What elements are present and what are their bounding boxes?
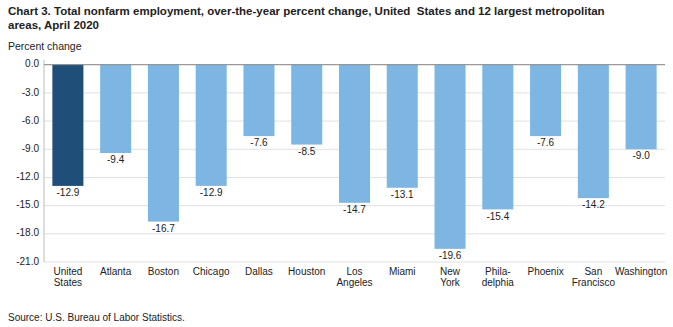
bar: [626, 65, 657, 150]
y-ticks: 0.0 -3.0 -6.0 -9.0 -12.0 -15.0 -18.0 -21.0: [16, 58, 39, 266]
x-tick-label: Phila-delphia: [482, 266, 515, 288]
source-note: Source: U.S. Bureau of Labor Statistics.: [8, 312, 185, 323]
data-label: -19.6: [439, 250, 462, 261]
bar: [243, 65, 274, 136]
x-tick-line: Francisco: [572, 277, 616, 288]
x-tick-label: Houston: [288, 266, 325, 277]
x-tick-line: Washington: [615, 266, 667, 277]
x-tick-line: Phoenix: [528, 266, 564, 277]
y-tick-label: -21.0: [16, 256, 39, 267]
x-tick-line: Chicago: [193, 266, 230, 277]
x-tick-line: delphia: [482, 277, 515, 288]
x-tick-line: United: [53, 266, 82, 277]
title: Chart 3. Total nonfarm employment, over-…: [8, 5, 605, 31]
x-tick-label: Washington: [615, 266, 667, 277]
bar: [482, 65, 513, 210]
x-tick-line: Los: [346, 266, 362, 277]
x-tick-label: SanFrancisco: [572, 266, 616, 288]
grid-line: [44, 233, 665, 234]
y-axis-line: [44, 60, 45, 262]
x-tick-line: San: [584, 266, 602, 277]
y-tick-label: -18.0: [16, 227, 39, 238]
x-tick-line: Dallas: [245, 266, 273, 277]
data-label: -14.2: [582, 199, 605, 210]
y-tick-label: -12.0: [16, 171, 39, 182]
grid: [44, 65, 665, 262]
y-tick-label: 0.0: [25, 58, 39, 69]
x-tick-line: Atlanta: [100, 266, 132, 277]
bar: [196, 65, 227, 186]
y-tick-label: -9.0: [22, 143, 40, 154]
data-label: -14.7: [343, 204, 366, 215]
x-tick-line: Phila-: [485, 266, 511, 277]
title-line: Chart 3. Total nonfarm employment, over-…: [8, 5, 605, 17]
y-axis-label: Percent change: [8, 40, 82, 52]
x-tick-labels: UnitedStates Atlanta Boston Chicago Dallas Ho…: [53, 266, 667, 288]
x-tick-label: Atlanta: [100, 266, 132, 277]
y-tick-label: -6.0: [22, 115, 40, 126]
y-tick-label: -15.0: [16, 199, 39, 210]
data-label: -9.4: [107, 154, 125, 165]
data-labels: -12.9 -9.4 -16.7 -12.9 -7.6 -8.5 -14.7 -13.1 -19…: [56, 137, 650, 261]
x-tick-label: Dallas: [245, 266, 273, 277]
bar: [387, 65, 418, 188]
x-tick-label: UnitedStates: [53, 266, 82, 288]
data-label: -8.5: [298, 146, 316, 157]
x-tick-label: LosAngeles: [336, 266, 372, 288]
data-label: -12.9: [200, 187, 223, 198]
bar: [291, 65, 322, 145]
chart: Chart 3. Total nonfarm employment, over-…: [0, 0, 673, 327]
bar: [435, 65, 466, 249]
grid-line: [44, 262, 665, 263]
data-label: -12.9: [56, 187, 79, 198]
title-group: Chart 3. Total nonfarm employment, over-…: [8, 5, 605, 31]
x-tick-line: Boston: [148, 266, 179, 277]
baseline: [44, 64, 665, 65]
bar: [52, 65, 83, 186]
bar: [339, 65, 370, 203]
data-label: -13.1: [391, 189, 414, 200]
x-tick-line: York: [440, 277, 461, 288]
bar: [148, 65, 179, 222]
title-line: areas, April 2020: [8, 19, 99, 31]
data-label: -7.6: [537, 137, 555, 148]
bar: [100, 65, 131, 153]
x-tick-line: Miami: [389, 266, 416, 277]
data-label: -9.0: [632, 150, 650, 161]
x-tick-line: Angeles: [336, 277, 372, 288]
data-label: -15.4: [486, 211, 509, 222]
grid-line: [44, 64, 665, 65]
y-tick-label: -3.0: [22, 87, 40, 98]
x-tick-label: Phoenix: [528, 266, 564, 277]
x-tick-line: New: [440, 266, 461, 277]
x-tick-label: Miami: [389, 266, 416, 277]
bar: [578, 65, 609, 198]
bar: [530, 65, 561, 136]
x-tick-line: States: [54, 277, 82, 288]
bars: [52, 65, 656, 249]
data-label: -16.7: [152, 223, 175, 234]
x-tick-label: Chicago: [193, 266, 230, 277]
x-tick-line: Houston: [288, 266, 325, 277]
x-tick-label: NewYork: [440, 266, 461, 288]
x-tick-label: Boston: [148, 266, 179, 277]
data-label: -7.6: [250, 137, 268, 148]
